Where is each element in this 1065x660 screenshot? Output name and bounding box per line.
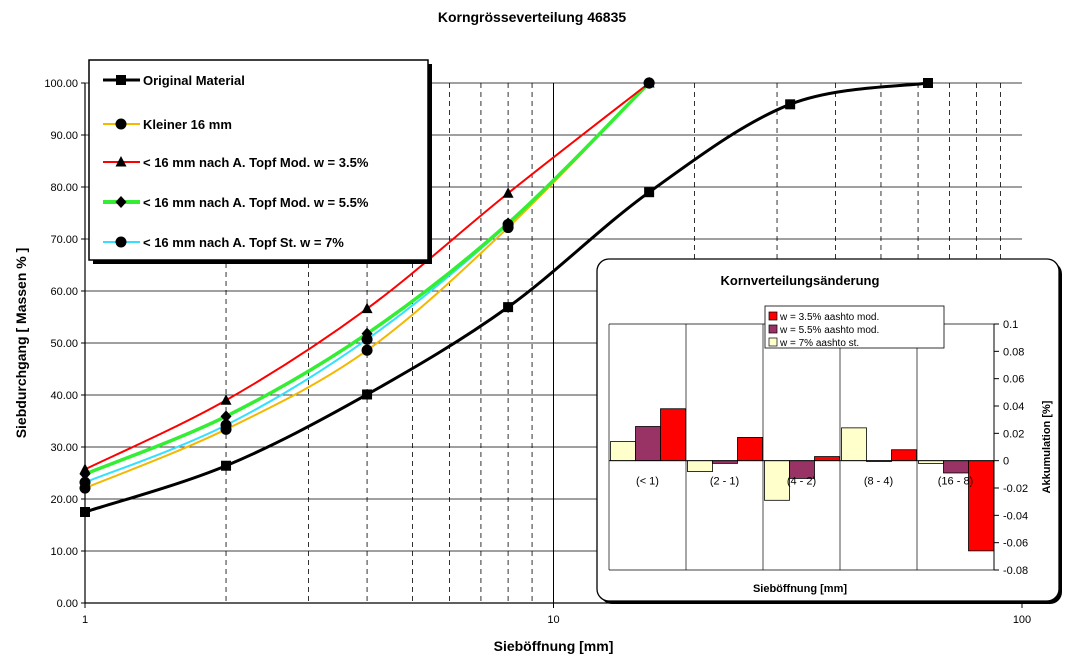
series-line-3 bbox=[84, 81, 651, 476]
inset-y-tick-label: 0.1 bbox=[1003, 319, 1018, 331]
data-point-2 bbox=[361, 302, 373, 314]
y-tick-label: 70.00 bbox=[50, 234, 78, 246]
bar-1 bbox=[635, 426, 661, 462]
bar-0 bbox=[764, 460, 790, 501]
legend-label: Kleiner 16 mm bbox=[143, 117, 232, 132]
bar-0 bbox=[841, 427, 867, 462]
inset-y-axis-label: Akkumulation [%] bbox=[1041, 400, 1053, 493]
data-point-0 bbox=[362, 389, 373, 400]
legend: Original Material Kleiner 16 mm < 16 mm na… bbox=[88, 59, 432, 264]
legend-marker bbox=[116, 75, 126, 85]
x-tick-label: 1 bbox=[82, 614, 88, 626]
legend-marker bbox=[115, 236, 127, 248]
x-tick-label: 10 bbox=[547, 614, 559, 626]
legend-label: Original Material bbox=[143, 73, 245, 88]
y-axis-label: Siebdurchgang [ Massen % ] bbox=[13, 248, 29, 439]
bar-0 bbox=[687, 460, 713, 472]
inset-y-tick-label: 0.04 bbox=[1003, 401, 1024, 413]
inset-y-tick-label: -0.08 bbox=[1003, 565, 1028, 577]
data-point-0 bbox=[80, 507, 90, 517]
inset-category-label: (8 - 4) bbox=[864, 476, 893, 488]
x-axis-label: Sieböffnung [mm] bbox=[494, 638, 614, 654]
inset-y-tick-label: -0.04 bbox=[1003, 510, 1028, 522]
bar-0 bbox=[610, 441, 636, 462]
data-point-0 bbox=[644, 187, 655, 198]
data-point-0 bbox=[922, 78, 933, 88]
data-point-2 bbox=[79, 463, 91, 474]
bar-2 bbox=[814, 456, 840, 462]
inset-title: Kornverteilungsänderung bbox=[721, 273, 880, 288]
data-point-3 bbox=[361, 327, 373, 340]
y-tick-label: 20.00 bbox=[50, 494, 78, 506]
data-point-4 bbox=[79, 476, 91, 488]
inset-y-tick-label: -0.06 bbox=[1003, 538, 1028, 550]
y-tick-label: 90.00 bbox=[50, 130, 78, 142]
inset-category-label: (16 - 8) bbox=[938, 476, 973, 488]
y-tick-label: 40.00 bbox=[50, 390, 78, 402]
inset-y-tick-label: 0.02 bbox=[1003, 428, 1024, 440]
inset-legend-swatch bbox=[768, 324, 778, 334]
x-tick-label: 100 bbox=[1013, 614, 1031, 626]
bar-1 bbox=[712, 460, 738, 464]
data-point-2 bbox=[220, 394, 232, 405]
y-tick-label: 50.00 bbox=[50, 338, 78, 350]
inset-category-label: (4 - 2) bbox=[787, 476, 816, 488]
legend-label: < 16 mm nach A. Topf Mod. w = 3.5% bbox=[143, 155, 369, 170]
legend-marker bbox=[115, 196, 127, 208]
data-point-3 bbox=[220, 410, 232, 423]
data-point-2 bbox=[502, 187, 514, 198]
inset-legend-label: w = 5.5% aashto mod. bbox=[779, 325, 879, 336]
inset-legend-swatch bbox=[768, 311, 778, 321]
inset-category-label: (< 1) bbox=[636, 476, 659, 488]
data-point-2 bbox=[643, 77, 655, 88]
legend-label: < 16 mm nach A. Topf St. w = 7% bbox=[143, 235, 344, 250]
inset-y-tick-label: 0 bbox=[1003, 456, 1009, 468]
y-tick-label: 0.00 bbox=[57, 598, 78, 610]
bar-0 bbox=[918, 460, 944, 464]
y-tick-label: 100.00 bbox=[44, 78, 78, 90]
inset-legend-label: w = 7% aashto st. bbox=[779, 338, 859, 349]
bar-2 bbox=[891, 449, 917, 462]
bar-2 bbox=[737, 437, 763, 462]
y-tick-label: 60.00 bbox=[50, 286, 78, 298]
chart-title: Korngrösseverteilung 46835 bbox=[438, 9, 627, 25]
bar-1 bbox=[943, 460, 969, 474]
bar-2 bbox=[968, 460, 994, 552]
inset-category-label: (2 - 1) bbox=[710, 476, 739, 488]
y-tick-label: 10.00 bbox=[50, 546, 78, 558]
legend-marker bbox=[115, 156, 127, 167]
y-tick-label: 30.00 bbox=[50, 442, 78, 454]
legend-box bbox=[88, 59, 429, 261]
inset-x-axis-label: Sieböffnung [mm] bbox=[753, 583, 847, 595]
inset-y-tick-label: -0.02 bbox=[1003, 483, 1028, 495]
data-point-4 bbox=[220, 419, 232, 431]
inset-y-tick-label: 0.06 bbox=[1003, 374, 1024, 386]
y-tick-label: 80.00 bbox=[50, 182, 78, 194]
data-point-0 bbox=[221, 460, 232, 471]
inset-legend: w = 3.5% aashto mod. w = 5.5% aashto mod.… bbox=[764, 305, 945, 349]
inset-y-tick-label: 0.08 bbox=[1003, 346, 1024, 358]
data-point-1 bbox=[361, 344, 373, 356]
legend-label: < 16 mm nach A. Topf Mod. w = 5.5% bbox=[143, 195, 369, 210]
data-point-0 bbox=[785, 99, 796, 110]
inset-legend-box bbox=[764, 305, 945, 349]
legend-marker bbox=[115, 118, 127, 130]
bar-2 bbox=[660, 408, 686, 462]
data-point-0 bbox=[503, 302, 514, 313]
data-point-3 bbox=[502, 217, 514, 230]
inset-legend-label: w = 3.5% aashto mod. bbox=[779, 312, 879, 323]
inset-legend-swatch bbox=[768, 337, 778, 347]
